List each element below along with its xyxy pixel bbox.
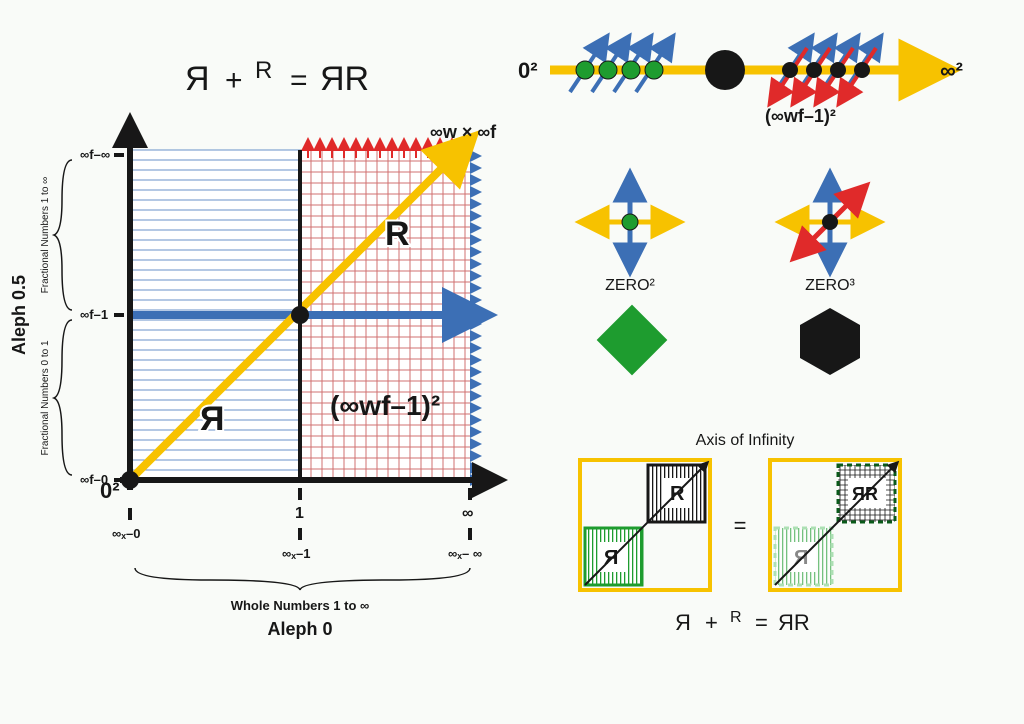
svg-text:∞: ∞ xyxy=(462,505,473,522)
zero2-label: ZERO² xyxy=(605,277,655,294)
svg-text:=: = xyxy=(734,513,747,538)
letter-bl: Я xyxy=(200,400,224,438)
svg-text:∞ₓ–0: ∞ₓ–0 xyxy=(112,526,141,541)
x-brace-label: Whole Numbers 1 to ∞ xyxy=(231,598,370,613)
svg-text:ЯR: ЯR xyxy=(778,610,810,635)
svg-text:=: = xyxy=(755,610,768,635)
x-axis-title: Aleph 0 xyxy=(267,619,332,639)
aoi-eq-0: Я xyxy=(675,610,691,635)
eq-part-0: Я xyxy=(185,60,210,98)
y-brace-bot-label: Fractional Numbers 0 to 1 xyxy=(40,340,51,455)
diagram-root: Я + R = ЯR xyxy=(0,0,1024,724)
nl-right-label: ∞² xyxy=(940,58,963,83)
svg-text:∞f–∞: ∞f–∞ xyxy=(80,147,110,162)
eq-part-2: R xyxy=(255,57,272,84)
svg-text:R: R xyxy=(730,609,742,626)
aoi-title: Axis of Infinity xyxy=(696,432,795,449)
nl-center-sub: (∞wf–1)² xyxy=(765,106,836,126)
nl-left-label: 0² xyxy=(518,58,538,83)
zero3-label: ZERO³ xyxy=(805,277,855,294)
y-brace-top-label: Fractional Numbers 1 to ∞ xyxy=(40,177,51,294)
svg-text:∞ₓ– ∞: ∞ₓ– ∞ xyxy=(448,546,482,561)
top-right-label: ∞w × ∞f xyxy=(430,122,497,142)
eq-part-4: ЯR xyxy=(320,60,369,98)
inner-label: (∞wf–1)² xyxy=(330,390,440,421)
y-axis-title: Aleph 0.5 xyxy=(9,275,29,355)
svg-text:∞f–0: ∞f–0 xyxy=(80,472,108,487)
eq-part-1: + xyxy=(225,64,243,97)
eq-part-3: = xyxy=(290,64,308,97)
svg-text:+: + xyxy=(705,610,718,635)
svg-text:1: 1 xyxy=(295,505,304,522)
svg-text:∞ₓ–1: ∞ₓ–1 xyxy=(282,546,311,561)
letter-tr: R xyxy=(385,215,410,253)
svg-text:∞f–1: ∞f–1 xyxy=(80,307,108,322)
